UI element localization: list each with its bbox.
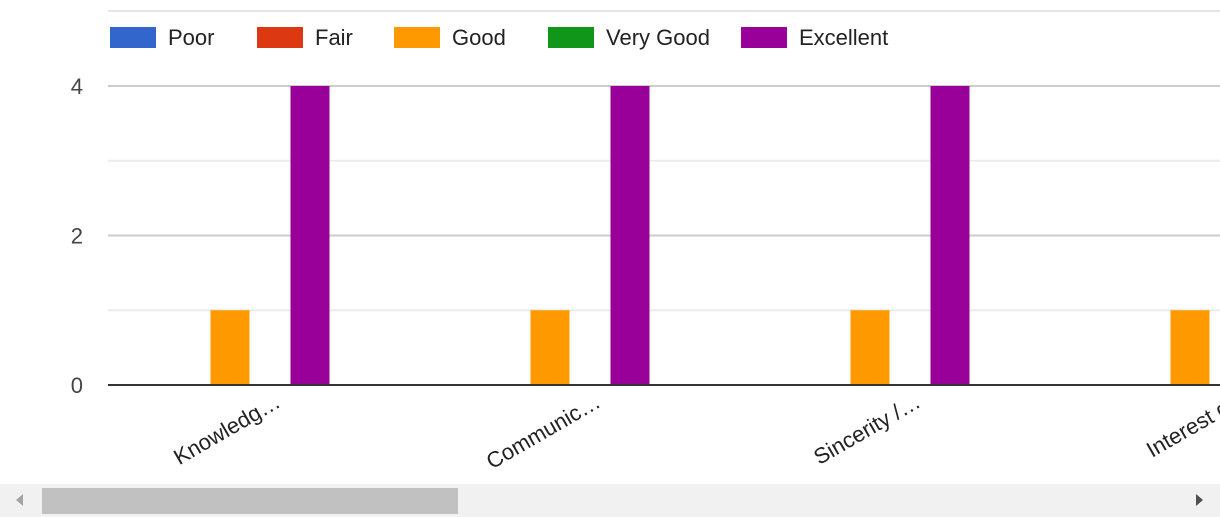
category-label: Sincerity /… <box>809 389 924 470</box>
legend-swatch <box>394 27 440 48</box>
legend-label: Good <box>452 25 506 50</box>
bar <box>850 310 890 385</box>
scroll-left-icon[interactable] <box>16 494 23 506</box>
legend-label: Excellent <box>799 25 888 50</box>
chart-area: 0 2 4 Poor Fair Good Very Good Excellent Knowled… <box>71 10 1220 474</box>
legend-label: Fair <box>315 25 353 50</box>
bar <box>930 86 970 385</box>
bar <box>530 310 570 385</box>
legend-swatch <box>548 27 594 48</box>
y-tick-label: 4 <box>71 74 83 99</box>
scroll-thumb[interactable] <box>42 488 458 514</box>
bar <box>290 86 330 385</box>
legend-swatch <box>110 27 156 48</box>
category-label: Knowledg… <box>169 389 284 470</box>
category-label: Interest ge <box>1142 389 1220 463</box>
bar <box>610 86 650 385</box>
bar <box>210 310 250 385</box>
legend-swatch <box>741 27 787 48</box>
bar-chart: 0 2 4 Poor Fair Good Very Good Excellent Knowled… <box>71 10 1220 474</box>
legend-swatch <box>257 27 303 48</box>
category-label: Communic… <box>482 389 605 474</box>
y-tick-label: 0 <box>71 373 83 398</box>
bar <box>1170 310 1210 385</box>
scroll-right-icon[interactable] <box>1196 494 1203 506</box>
horizontal-scrollbar[interactable] <box>0 484 1220 517</box>
legend-label: Poor <box>168 25 214 50</box>
legend-label: Very Good <box>606 25 710 50</box>
y-tick-label: 2 <box>71 224 83 249</box>
